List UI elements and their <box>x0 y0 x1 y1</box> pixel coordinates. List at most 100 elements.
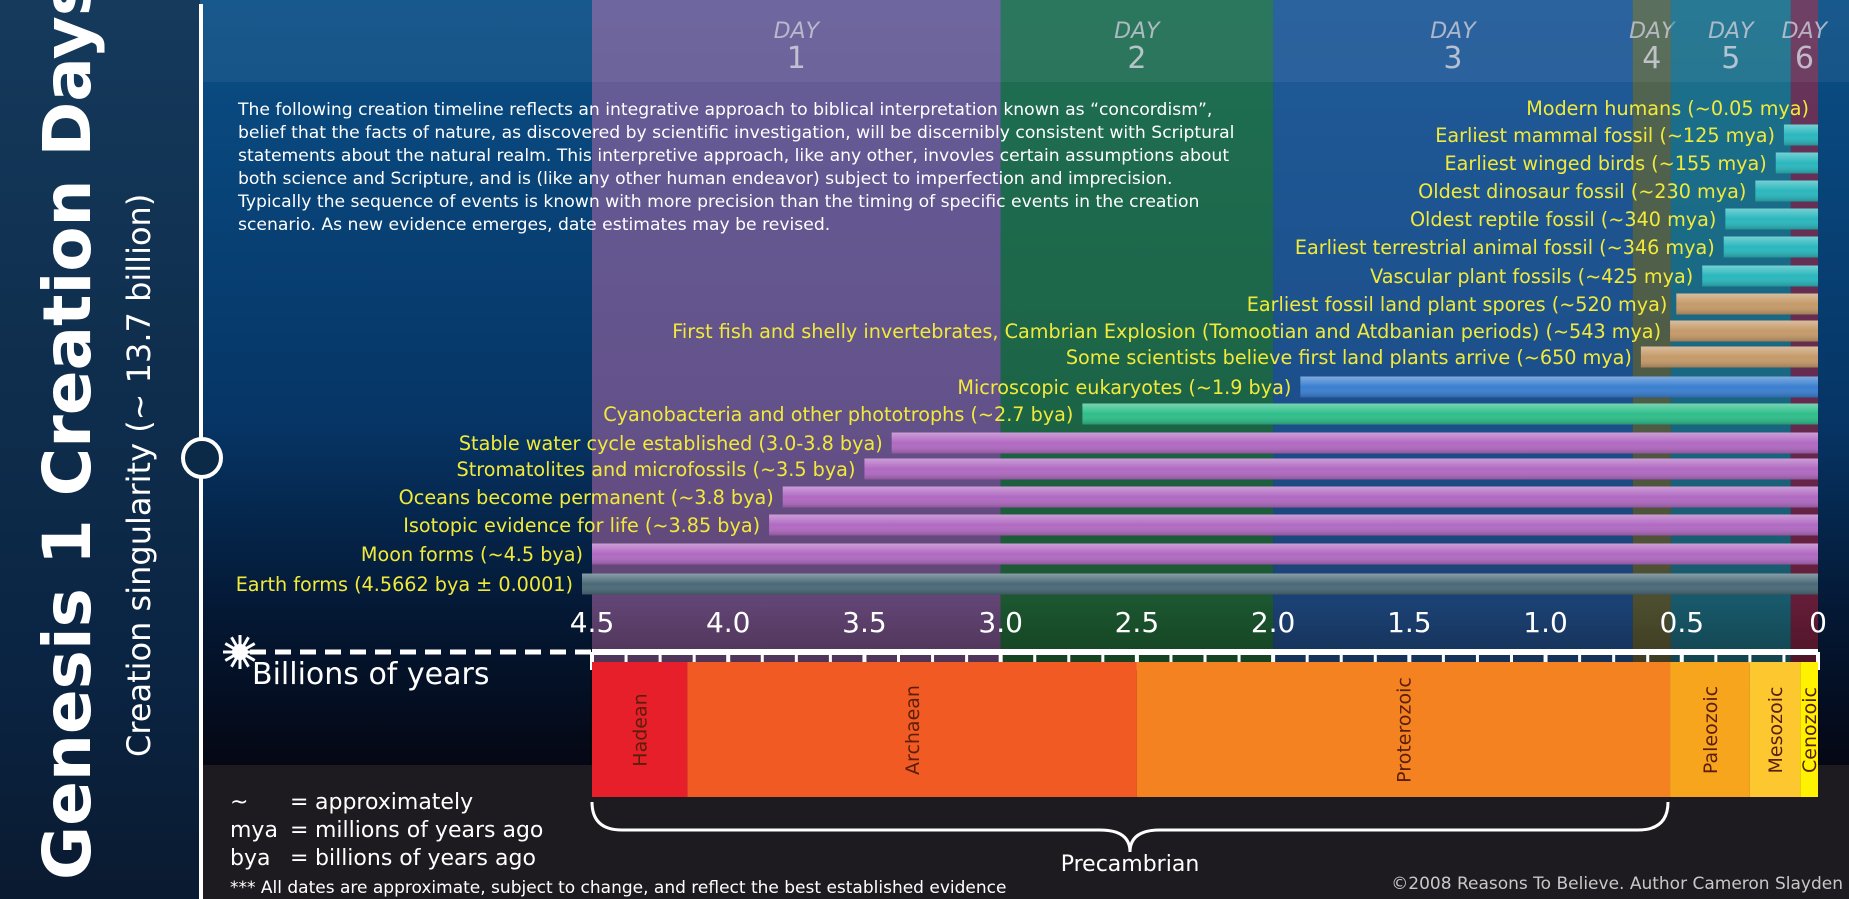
day-number: 1 <box>787 41 806 76</box>
chart-subtitle: Creation singularity (~ 13.7 billion) <box>120 194 158 757</box>
event-label: Oldest dinosaur fossil (~230 mya) <box>1418 180 1746 203</box>
precambrian-label: Precambrian <box>1061 852 1200 877</box>
title-panel <box>0 0 200 899</box>
event-bar-shine <box>1640 346 1818 368</box>
legend-equals: = <box>290 818 308 843</box>
legend-equals: = <box>290 790 308 815</box>
intro-line: both science and Scripture, and is (like… <box>238 169 1172 189</box>
event-label: Modern humans (~0.05 mya) <box>1526 97 1809 120</box>
legend-symbol: ~ <box>230 790 248 815</box>
event-bar-shine <box>1082 403 1818 425</box>
event-label: Cyanobacteria and other phototrophs (~2.… <box>603 403 1073 426</box>
event-bar-shine <box>864 458 1818 480</box>
event-label: Earliest fossil land plant spores (~520 … <box>1247 293 1668 316</box>
event-bar-shine <box>1723 236 1818 258</box>
precambrian-brace <box>590 801 1670 853</box>
event-label: Some scientists believe first land plant… <box>1066 346 1632 369</box>
day-number: 4 <box>1642 41 1661 76</box>
era-label: Paleozoic <box>1700 686 1722 774</box>
event-label: Earliest mammal fossil (~125 mya) <box>1435 124 1775 147</box>
event-bar-shine <box>1702 265 1818 287</box>
singularity-marker <box>181 437 223 479</box>
day-word: DAY <box>774 19 821 44</box>
intro-line: The following creation timeline reflects… <box>237 100 1212 120</box>
era-label: Mesozoic <box>1765 687 1787 774</box>
header-strip <box>200 0 1849 82</box>
day-word: DAY <box>1708 19 1755 44</box>
axis-tick-label: 2.0 <box>1251 606 1296 639</box>
era-label: Cenozoic <box>1799 687 1821 773</box>
era-label: Proterozoic <box>1393 677 1415 783</box>
intro-line: statements about the natural realm. This… <box>238 146 1229 166</box>
day-word: DAY <box>1629 19 1676 44</box>
event-bar-shine <box>1676 293 1818 315</box>
legend-definition: approximately <box>315 790 473 815</box>
day-word: DAY <box>1430 19 1477 44</box>
event-bar-shine <box>1670 320 1818 342</box>
geologic-eras: Hadean Archaean Proterozoic Paleozoic Mesozo… <box>592 662 1821 797</box>
event-label: Moon forms (~4.5 bya) <box>361 543 583 566</box>
legend-symbol: bya <box>230 846 270 871</box>
era-label: Archaean <box>902 685 924 775</box>
event-label: Isotopic evidence for life (~3.85 bya) <box>403 514 760 537</box>
axis-tick-label: 3.0 <box>978 606 1023 639</box>
event-label: Oceans become permanent (~3.8 bya) <box>399 486 774 509</box>
axis-tick-label: 4.5 <box>570 606 615 639</box>
day-number: 2 <box>1127 41 1146 76</box>
axis-tick-label: 1.5 <box>1387 606 1432 639</box>
event-label: Oldest reptile fossil (~340 mya) <box>1410 208 1716 231</box>
copyright: ©2008 Reasons To Believe. Author Cameron… <box>1391 874 1843 894</box>
event-bar-shine <box>769 514 1818 536</box>
legend-equals: = <box>290 846 308 871</box>
era-cenozoic <box>1800 662 1818 797</box>
era-archaean <box>687 662 1137 797</box>
axis-tick-label: 1.0 <box>1523 606 1568 639</box>
event-bar-shine <box>1755 180 1818 202</box>
day-word: DAY <box>1114 19 1161 44</box>
event-bar-shine <box>1775 152 1818 174</box>
intro-line: Typically the sequence of events is know… <box>237 192 1199 212</box>
intro-paragraph: The following creation timeline reflects… <box>237 100 1234 235</box>
event-label: Earliest terrestrial animal fossil (~346… <box>1295 236 1715 259</box>
event-bar-shine <box>782 486 1818 508</box>
event-label: Stromatolites and microfossils (~3.5 bya… <box>457 458 856 481</box>
event-bar-shine <box>592 543 1818 565</box>
event-bar-shine <box>582 573 1818 595</box>
axis-tick-label: 3.5 <box>842 606 887 639</box>
day-number: 6 <box>1795 41 1814 76</box>
legend-definition: millions of years ago <box>315 818 543 843</box>
singularity-burst-icon <box>223 635 257 669</box>
abbreviation-legend: ~ = approximately mya = millions of year… <box>230 790 543 871</box>
era-hadean <box>592 662 688 797</box>
event-bar-shine <box>891 432 1818 454</box>
era-mesozoic <box>1749 662 1801 797</box>
axis-tick-label: 0 <box>1809 606 1827 639</box>
event-label: Microscopic eukaryotes (~1.9 bya) <box>957 376 1291 399</box>
time-axis: 4.5 4.0 3.5 3.0 2.5 2.0 1.5 1.0 0.5 0 <box>223 606 1827 670</box>
legend-symbol: mya <box>230 818 278 843</box>
axis-tick-label: 4.0 <box>706 606 751 639</box>
event-label: First fish and shelly invertebrates, Cam… <box>672 320 1661 343</box>
chart-title: Genesis 1 Creation Days <box>29 0 106 880</box>
era-paleozoic <box>1670 662 1750 797</box>
footnote: *** All dates are approximate, subject t… <box>230 878 1006 898</box>
x-axis-label: Billions of years <box>252 657 489 692</box>
intro-line: belief that the facts of nature, as disc… <box>238 123 1234 143</box>
legend-definition: billions of years ago <box>315 846 536 871</box>
event-label: Vascular plant fossils (~425 mya) <box>1370 265 1693 288</box>
event-label: Earliest winged birds (~155 mya) <box>1445 152 1767 175</box>
axis-tick-label: 0.5 <box>1660 606 1705 639</box>
event-label: Earth forms (4.5662 bya ± 0.0001) <box>236 573 573 596</box>
era-label: Hadean <box>630 693 652 766</box>
event-bar-shine <box>1725 208 1818 230</box>
day-number: 5 <box>1721 41 1740 76</box>
event-bars: Modern humans (~0.05 mya) Earliest mammal… <box>236 97 1818 596</box>
event-bar-shine <box>1300 376 1818 398</box>
intro-line: scenario. As new evidence emerges, date … <box>238 215 830 235</box>
day-number: 3 <box>1443 41 1462 76</box>
event-label: Stable water cycle established (3.0-3.8 … <box>459 432 883 455</box>
axis-tick-label: 2.5 <box>1115 606 1160 639</box>
day-word: DAY <box>1782 19 1829 44</box>
